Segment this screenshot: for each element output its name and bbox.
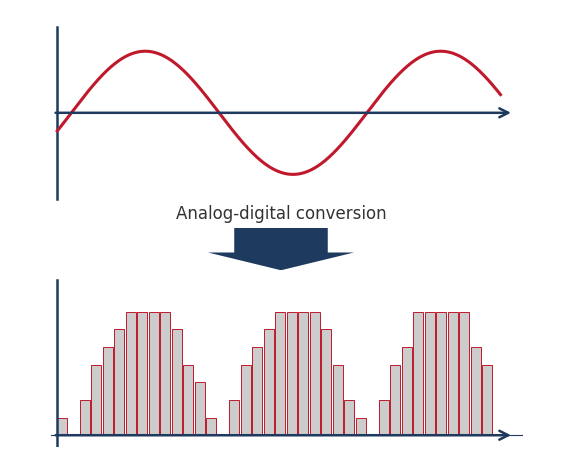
Bar — [194, 383, 205, 435]
Bar — [356, 417, 366, 435]
Bar — [206, 417, 216, 435]
Bar — [459, 312, 469, 435]
Bar — [470, 347, 481, 435]
Bar — [241, 365, 251, 435]
Bar — [344, 400, 354, 435]
Bar — [125, 312, 136, 435]
Text: Analog-digital conversion: Analog-digital conversion — [176, 205, 386, 223]
Bar — [114, 329, 124, 435]
Bar — [183, 365, 193, 435]
Bar — [436, 312, 446, 435]
Bar — [298, 312, 309, 435]
Bar — [310, 312, 320, 435]
Bar — [287, 312, 297, 435]
Bar — [447, 312, 458, 435]
Bar — [390, 365, 400, 435]
Bar — [379, 400, 389, 435]
Bar — [252, 347, 262, 435]
Bar — [160, 312, 170, 435]
Bar — [413, 312, 423, 435]
Bar — [137, 312, 147, 435]
Bar — [482, 365, 492, 435]
Bar — [333, 365, 343, 435]
Bar — [229, 400, 239, 435]
Bar — [91, 365, 101, 435]
Bar — [401, 347, 412, 435]
Bar — [264, 329, 274, 435]
Bar — [148, 312, 159, 435]
Bar — [171, 329, 182, 435]
Bar — [321, 329, 332, 435]
Bar — [57, 417, 67, 435]
Bar — [424, 312, 435, 435]
Bar — [102, 347, 113, 435]
Bar — [79, 400, 90, 435]
Bar — [275, 312, 285, 435]
Polygon shape — [208, 228, 354, 270]
